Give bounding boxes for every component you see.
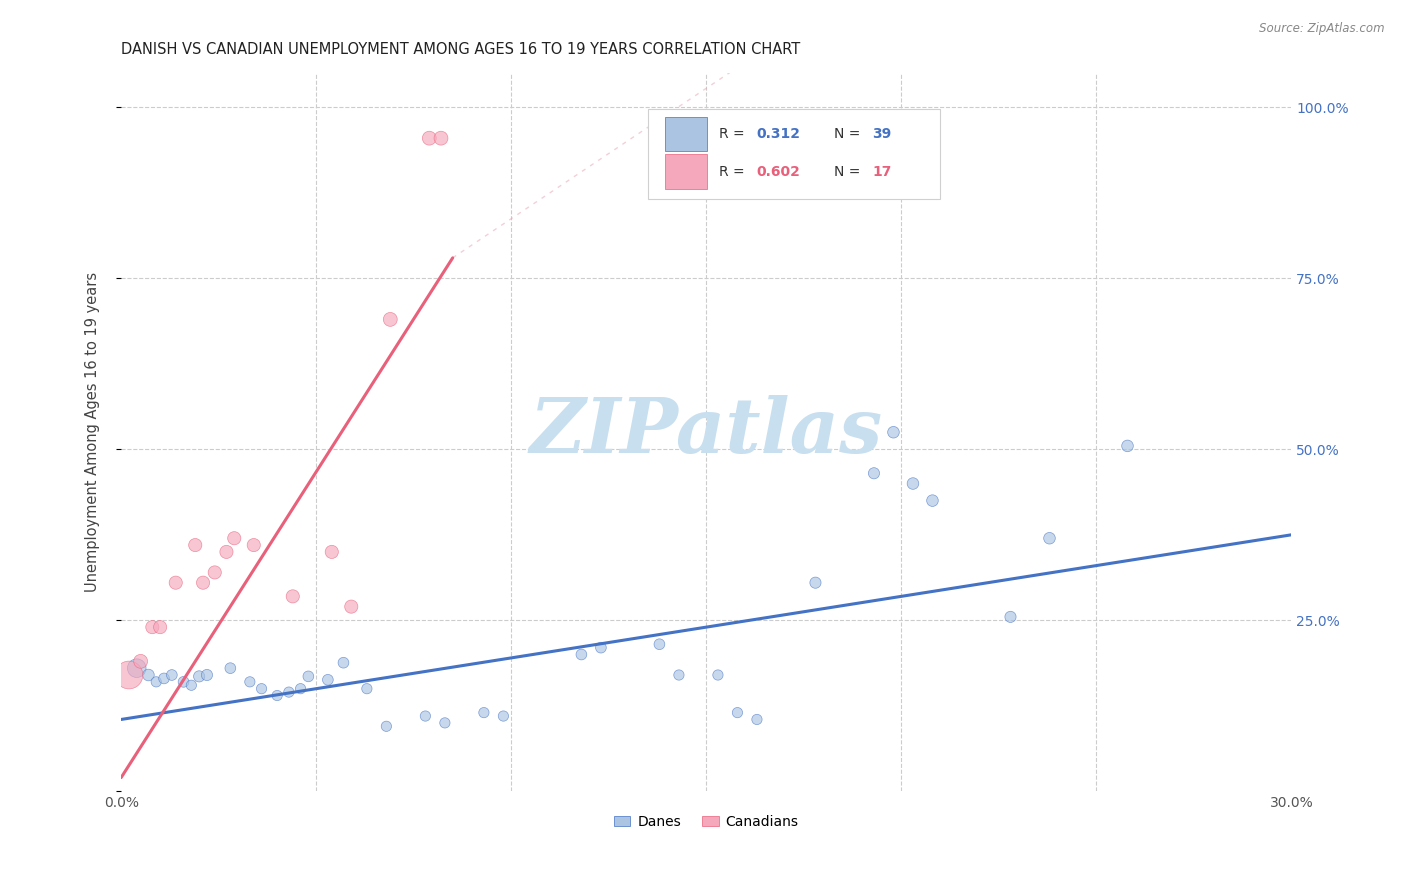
- Point: [266, 689, 288, 703]
- Point: [138, 668, 160, 682]
- Point: [173, 674, 195, 689]
- Point: [863, 467, 886, 481]
- FancyBboxPatch shape: [665, 154, 707, 189]
- Point: [321, 545, 343, 559]
- Point: [1000, 610, 1022, 624]
- Point: [204, 566, 226, 580]
- Point: [141, 620, 163, 634]
- Text: 0.312: 0.312: [756, 128, 800, 141]
- FancyBboxPatch shape: [665, 117, 707, 152]
- Point: [297, 669, 319, 683]
- Point: [188, 669, 211, 683]
- Point: [281, 590, 304, 604]
- Text: Source: ZipAtlas.com: Source: ZipAtlas.com: [1260, 22, 1385, 36]
- Point: [430, 131, 453, 145]
- Point: [380, 312, 402, 326]
- Point: [418, 131, 440, 145]
- Point: [707, 668, 730, 682]
- Point: [921, 493, 943, 508]
- Point: [129, 654, 152, 668]
- Text: N =: N =: [834, 128, 865, 141]
- Text: DANISH VS CANADIAN UNEMPLOYMENT AMONG AGES 16 TO 19 YEARS CORRELATION CHART: DANISH VS CANADIAN UNEMPLOYMENT AMONG AG…: [121, 42, 800, 57]
- Point: [290, 681, 312, 696]
- Point: [160, 668, 183, 682]
- Point: [589, 640, 612, 655]
- Point: [219, 661, 242, 675]
- Point: [375, 719, 398, 733]
- Text: N =: N =: [834, 165, 865, 178]
- Point: [180, 678, 202, 692]
- Text: R =: R =: [718, 165, 749, 178]
- Text: R =: R =: [718, 128, 749, 141]
- Point: [472, 706, 495, 720]
- Y-axis label: Unemployment Among Ages 16 to 19 years: Unemployment Among Ages 16 to 19 years: [86, 272, 100, 592]
- Point: [125, 661, 148, 675]
- Point: [415, 709, 437, 723]
- Point: [118, 668, 141, 682]
- Point: [242, 538, 264, 552]
- Point: [332, 656, 354, 670]
- Point: [356, 681, 378, 696]
- Point: [804, 575, 827, 590]
- Point: [149, 620, 172, 634]
- Point: [277, 685, 299, 699]
- Point: [745, 713, 768, 727]
- Point: [571, 648, 593, 662]
- Point: [648, 637, 671, 651]
- Point: [239, 674, 262, 689]
- Point: [1038, 531, 1060, 545]
- Point: [492, 709, 515, 723]
- FancyBboxPatch shape: [648, 109, 941, 199]
- Text: ZIPatlas: ZIPatlas: [530, 395, 883, 469]
- Text: 0.602: 0.602: [756, 165, 800, 178]
- Point: [250, 681, 273, 696]
- Point: [165, 575, 187, 590]
- Point: [224, 531, 246, 545]
- Point: [191, 575, 214, 590]
- Point: [153, 672, 176, 686]
- Point: [433, 715, 456, 730]
- Point: [882, 425, 904, 440]
- Point: [340, 599, 363, 614]
- Text: 17: 17: [872, 165, 891, 178]
- Point: [215, 545, 238, 559]
- Point: [195, 668, 218, 682]
- Point: [668, 668, 690, 682]
- Point: [901, 476, 924, 491]
- Text: 39: 39: [872, 128, 891, 141]
- Point: [145, 674, 167, 689]
- Point: [725, 706, 748, 720]
- Point: [184, 538, 207, 552]
- Point: [1116, 439, 1139, 453]
- Point: [316, 673, 339, 687]
- Legend: Danes, Canadians: Danes, Canadians: [609, 809, 804, 835]
